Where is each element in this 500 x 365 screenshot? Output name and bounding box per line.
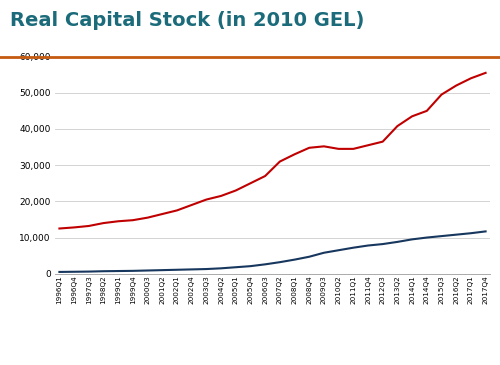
Private (144, 215, 150, 220)
Public (188, 267, 194, 272)
Private (204, 197, 210, 202)
Line: Public: Public (60, 231, 486, 272)
Public (248, 264, 254, 268)
Public (86, 269, 92, 274)
Private (468, 76, 474, 81)
Private (336, 147, 342, 151)
Public (262, 262, 268, 266)
Private (188, 203, 194, 207)
Private (130, 218, 136, 222)
Public (144, 268, 150, 273)
Public (409, 237, 415, 242)
Private (115, 219, 121, 223)
Private (174, 208, 180, 212)
Public (482, 229, 488, 234)
Public (453, 233, 459, 237)
Private (248, 181, 254, 185)
Public (394, 240, 400, 244)
Public (306, 254, 312, 259)
Public (130, 269, 136, 273)
Public (174, 268, 180, 272)
Private (482, 71, 488, 75)
Public (424, 235, 430, 240)
Private (56, 226, 62, 231)
Private (409, 114, 415, 119)
Private (160, 212, 166, 216)
Public (115, 269, 121, 273)
Private (438, 92, 444, 97)
Public (292, 257, 298, 262)
Private (233, 188, 239, 193)
Private (321, 144, 327, 149)
Private (292, 152, 298, 157)
Private (218, 194, 224, 198)
Public (321, 250, 327, 255)
Private (306, 146, 312, 150)
Public (218, 266, 224, 270)
Private (350, 147, 356, 151)
Public (71, 270, 77, 274)
Private (277, 160, 283, 164)
Line: Private: Private (60, 73, 486, 228)
Private (71, 225, 77, 230)
Public (380, 242, 386, 246)
Public (160, 268, 166, 272)
Public (233, 265, 239, 269)
Public (468, 231, 474, 235)
Public (100, 269, 106, 273)
Public (277, 260, 283, 264)
Public (336, 248, 342, 253)
Private (365, 143, 371, 147)
Public (365, 243, 371, 248)
Public (350, 246, 356, 250)
Private (394, 124, 400, 128)
Public (204, 267, 210, 271)
Private (262, 174, 268, 178)
Private (380, 139, 386, 144)
Public (56, 270, 62, 274)
Private (424, 109, 430, 113)
Text: Real Capital Stock (in 2010 GEL): Real Capital Stock (in 2010 GEL) (10, 11, 364, 30)
Private (86, 224, 92, 228)
Public (438, 234, 444, 238)
Private (100, 221, 106, 225)
Private (453, 83, 459, 88)
